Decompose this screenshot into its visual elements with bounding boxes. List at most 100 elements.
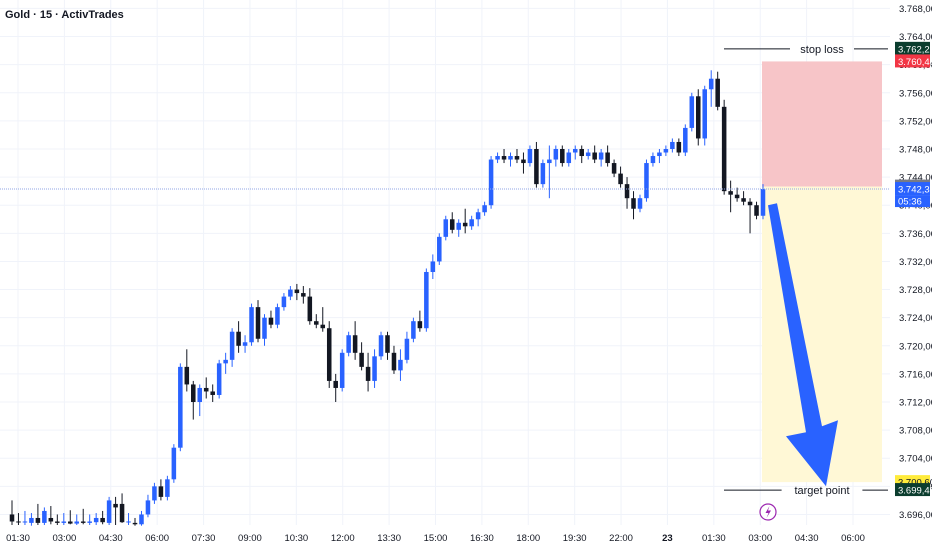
candle — [307, 288, 313, 325]
candle-body — [139, 514, 144, 525]
time-tick-label: 19:30 — [563, 533, 587, 544]
candle-body — [171, 447, 177, 480]
candle-body — [165, 479, 170, 497]
candle-body — [178, 366, 183, 448]
candle-body — [262, 317, 267, 339]
candle — [508, 152, 513, 167]
candle — [385, 331, 390, 360]
candle — [547, 145, 552, 199]
candle-body — [210, 391, 215, 395]
candle — [424, 268, 429, 332]
candle-body — [644, 163, 649, 199]
price-tick-label: 3.712,00 — [899, 398, 932, 409]
time-axis[interactable]: 01:30 03:00 04:30 06:00 07:30 09:00 10:30 12:00… — [6, 503, 865, 544]
candle — [165, 475, 170, 501]
time-tick-label: 16:30 — [470, 533, 494, 544]
candle-body — [184, 366, 190, 385]
candle — [126, 513, 131, 525]
candle — [721, 99, 727, 195]
candle — [178, 363, 183, 452]
candle-body — [708, 78, 714, 90]
candle-body — [760, 189, 766, 216]
candle-body — [424, 271, 429, 329]
candle — [534, 141, 539, 188]
price-tick-label: 3.764,00 — [899, 32, 932, 43]
candle-body — [747, 201, 753, 206]
candle-body — [721, 106, 727, 192]
candle — [741, 191, 746, 206]
candle-body — [87, 521, 92, 523]
candle — [495, 152, 500, 164]
candle — [598, 148, 604, 167]
stop-loss-zone — [762, 61, 882, 187]
candle — [683, 124, 688, 157]
candle-body — [249, 307, 254, 343]
candle — [48, 506, 54, 525]
stop-loss-tag-bg — [895, 41, 930, 55]
candle — [728, 180, 733, 213]
candle — [566, 148, 572, 167]
price-tick-label: 3.752,00 — [899, 116, 932, 127]
candle — [657, 148, 662, 164]
candle — [68, 510, 73, 525]
candle-body — [68, 521, 73, 524]
candle — [281, 293, 287, 311]
candle — [372, 349, 377, 388]
candle-body — [605, 152, 610, 164]
time-tick-label: 04:30 — [795, 533, 819, 544]
stop-loss-tag-label: 3.762,25 — [898, 44, 932, 55]
candle-body — [417, 321, 423, 329]
candle — [514, 148, 520, 164]
candle-body — [592, 152, 597, 160]
candle-body — [618, 173, 623, 185]
candle — [618, 166, 623, 188]
candle — [288, 286, 293, 301]
candle-body — [657, 152, 662, 157]
candle-body — [333, 380, 338, 388]
candle — [339, 349, 345, 392]
candle — [184, 349, 190, 392]
candle-body — [268, 317, 274, 325]
candle-body — [624, 184, 630, 199]
candle — [314, 314, 319, 329]
stop-price-tag: 3.760,46 — [895, 54, 932, 68]
candle-body — [42, 510, 47, 523]
target-point-tag-bg — [895, 483, 930, 497]
candle — [592, 145, 597, 164]
candle-body — [683, 127, 688, 153]
candle — [242, 335, 248, 353]
candle-body — [29, 517, 34, 523]
lightning-icon — [759, 503, 777, 521]
candle — [320, 307, 326, 332]
price-tick-label: 3.756,00 — [899, 88, 932, 99]
candle — [676, 138, 682, 157]
candle — [268, 310, 274, 329]
time-tick-label: 09:00 — [238, 533, 262, 544]
candle-body — [229, 331, 235, 360]
stop-price-tag-bg — [895, 54, 930, 68]
stop-price-tag-label: 3.760,46 — [898, 57, 932, 68]
candle — [106, 496, 112, 525]
candle — [352, 321, 358, 360]
price-tick-label: 3.696,00 — [899, 510, 932, 521]
candle — [216, 359, 222, 399]
target-point-tag-label: 3.699,47 — [898, 486, 932, 497]
candle — [87, 514, 92, 525]
candle — [74, 514, 80, 525]
candle — [411, 317, 416, 343]
lightning-icon-bolt — [765, 506, 771, 518]
price-axis[interactable]: 3.768,003.764,003.760,003.756,003.752,00… — [895, 4, 932, 521]
time-tick-label: 13:30 — [377, 533, 401, 544]
candle-body — [294, 289, 300, 294]
candle-body — [281, 296, 287, 308]
candle-body — [488, 159, 494, 206]
candle-body — [132, 522, 138, 525]
price-tick-label: 3.704,00 — [899, 454, 932, 465]
candle-body — [695, 96, 701, 139]
candle-body — [242, 342, 248, 346]
candle — [152, 482, 157, 504]
chart-title: Gold · 15 · ActivTrades — [5, 9, 124, 21]
candlesticks — [9, 70, 766, 526]
candle-body — [16, 521, 21, 523]
